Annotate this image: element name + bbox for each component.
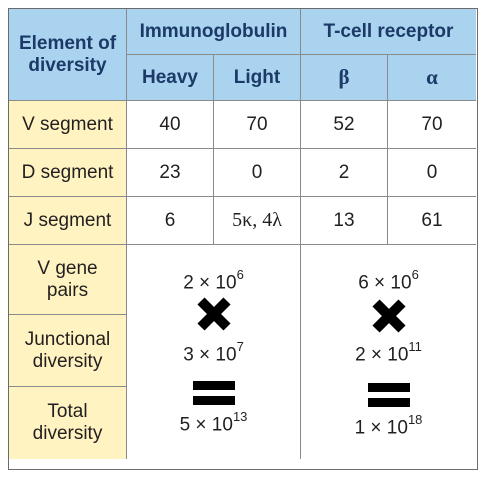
tcr-total-exp: 18 (407, 412, 423, 427)
total-line2: diversity (32, 423, 103, 444)
row-label-v-segment: V segment (9, 101, 127, 149)
tcr-junctional-base: 2 × 10 (355, 344, 409, 366)
ig-junctional-exp: 7 (236, 339, 244, 354)
multiply-icon (196, 297, 231, 331)
ig-junctional-base: 3 × 10 (183, 344, 237, 366)
row-label-j-segment: J segment (9, 197, 127, 245)
diversity-table: Element of diversity Immunoglobulin T-ce… (8, 8, 478, 470)
v-gene-pairs-line2: pairs (46, 279, 89, 301)
group-header-immunoglobulin: Immunoglobulin (127, 9, 301, 55)
row-label-junctional-diversity: Junctional diversity (9, 315, 127, 387)
ig-summary-panel: 2 × 106 3 × 107 5 × 1013 (127, 245, 301, 459)
junctional-line1: Junctional (24, 328, 111, 350)
corner-label-line2: diversity (28, 54, 107, 76)
ig-total-value: 5 × 1013 (127, 409, 300, 436)
table-cell: 2 (301, 149, 388, 197)
row-label-v-gene-pairs: V gene pairs (9, 245, 127, 315)
ig-v-pairs-base: 2 × 10 (183, 272, 237, 294)
junctional-line2: diversity (32, 350, 103, 372)
subheader-beta: β (301, 55, 388, 101)
table-cell: 0 (388, 149, 476, 197)
table-cell: 13 (301, 197, 388, 245)
equals-icon (367, 383, 410, 407)
table-cell: 52 (301, 101, 388, 149)
ig-junctional-value: 3 × 107 (127, 339, 300, 366)
subheader-light: Light (214, 55, 301, 101)
row-label-total-diversity: Total diversity (9, 387, 127, 459)
ig-total-exp: 13 (232, 409, 248, 424)
multiply-icon (371, 299, 406, 333)
subheader-heavy: Heavy (127, 55, 214, 101)
tcr-summary-panel: 6 × 106 2 × 1011 1 × 1018 (301, 245, 476, 459)
tcr-junctional-exp: 11 (408, 339, 422, 354)
table-cell: 23 (127, 149, 214, 197)
tcr-junctional-value: 2 × 1011 (301, 339, 476, 366)
v-gene-pairs-line1: V gene (37, 257, 98, 279)
tcr-v-pairs-base: 6 × 10 (358, 272, 412, 294)
tcr-v-pairs-exp: 6 (411, 267, 419, 282)
corner-header: Element of diversity (9, 9, 127, 101)
table-cell: 40 (127, 101, 214, 149)
table-cell: 6 (127, 197, 214, 245)
subheader-alpha: α (388, 55, 476, 101)
row-label-d-segment: D segment (9, 149, 127, 197)
ig-v-pairs-value: 2 × 106 (127, 267, 300, 294)
group-header-tcr: T-cell receptor (301, 9, 476, 55)
equals-icon (192, 381, 235, 405)
tcr-total-value: 1 × 1018 (301, 412, 476, 439)
ig-total-base: 5 × 10 (179, 414, 233, 436)
tcr-total-base: 1 × 10 (354, 417, 408, 439)
table-cell: 5κ, 4λ (214, 197, 301, 245)
tcr-v-pairs-value: 6 × 106 (301, 267, 476, 294)
table-cell: 70 (214, 101, 301, 149)
table-cell: 70 (388, 101, 476, 149)
total-line1: Total (47, 401, 88, 423)
ig-v-pairs-exp: 6 (236, 267, 244, 282)
table-cell: 61 (388, 197, 476, 245)
table-cell: 0 (214, 149, 301, 197)
corner-label-line1: Element of (18, 32, 117, 54)
